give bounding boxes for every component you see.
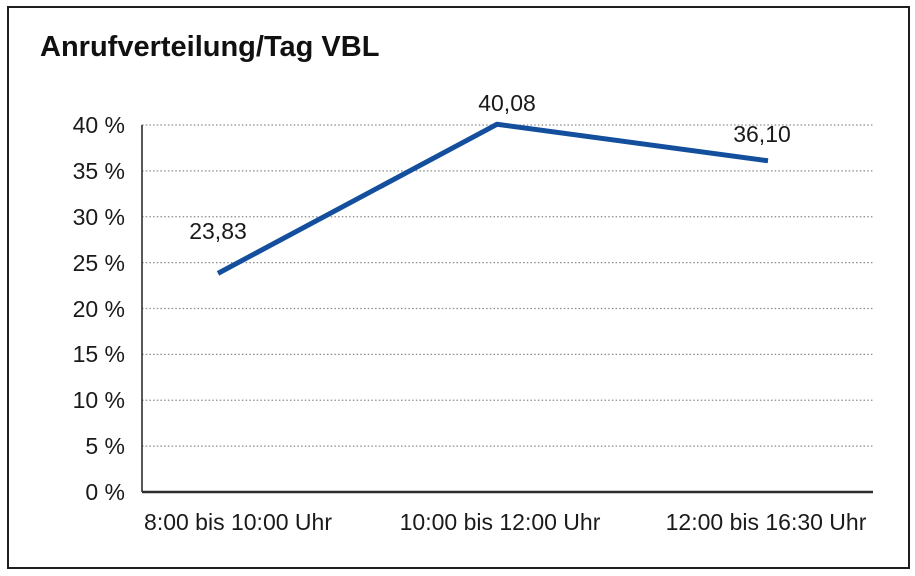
chart-title: Anrufverteilung/Tag VBL — [40, 31, 380, 63]
chart-frame — [7, 6, 910, 569]
series-line-anrufverteilung — [216, 121, 769, 276]
